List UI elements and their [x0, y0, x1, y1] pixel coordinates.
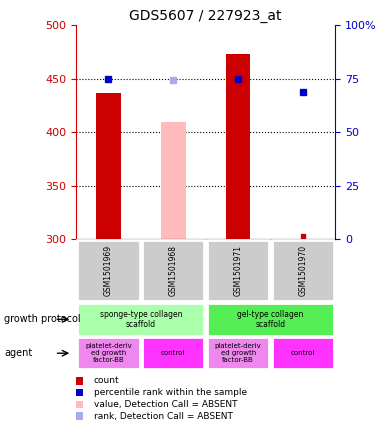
Text: rank, Detection Call = ABSENT: rank, Detection Call = ABSENT — [94, 412, 232, 421]
Text: agent: agent — [4, 348, 32, 358]
Bar — [142, 337, 204, 369]
Text: platelet-deriv
ed growth
factor-BB: platelet-deriv ed growth factor-BB — [215, 343, 262, 363]
Text: control: control — [291, 350, 315, 356]
Bar — [142, 240, 204, 301]
Text: GSM1501968: GSM1501968 — [169, 245, 178, 296]
Bar — [161, 121, 186, 239]
Text: value, Detection Call = ABSENT: value, Detection Call = ABSENT — [94, 400, 237, 409]
Bar — [76, 389, 83, 396]
Bar — [226, 54, 250, 239]
Bar — [77, 337, 140, 369]
Bar — [272, 337, 334, 369]
Text: platelet-deriv
ed growth
factor-BB: platelet-deriv ed growth factor-BB — [85, 343, 132, 363]
Bar — [77, 240, 140, 301]
Bar — [207, 337, 269, 369]
Text: GSM1501970: GSM1501970 — [298, 245, 307, 296]
Bar — [207, 240, 269, 301]
Bar — [77, 303, 204, 335]
Text: GSM1501971: GSM1501971 — [234, 245, 243, 296]
Bar — [207, 303, 334, 335]
Text: control: control — [161, 350, 186, 356]
Title: GDS5607 / 227923_at: GDS5607 / 227923_at — [129, 9, 282, 23]
Bar — [96, 93, 121, 239]
Bar — [76, 401, 83, 408]
Text: sponge-type collagen
scaffold: sponge-type collagen scaffold — [99, 310, 182, 329]
Bar — [76, 377, 83, 385]
Bar — [272, 240, 334, 301]
Bar — [76, 412, 83, 420]
Text: gel-type collagen
scaffold: gel-type collagen scaffold — [238, 310, 304, 329]
Text: GSM1501969: GSM1501969 — [104, 245, 113, 296]
Text: percentile rank within the sample: percentile rank within the sample — [94, 388, 247, 397]
Text: growth protocol: growth protocol — [4, 314, 80, 324]
Text: count: count — [94, 376, 119, 385]
